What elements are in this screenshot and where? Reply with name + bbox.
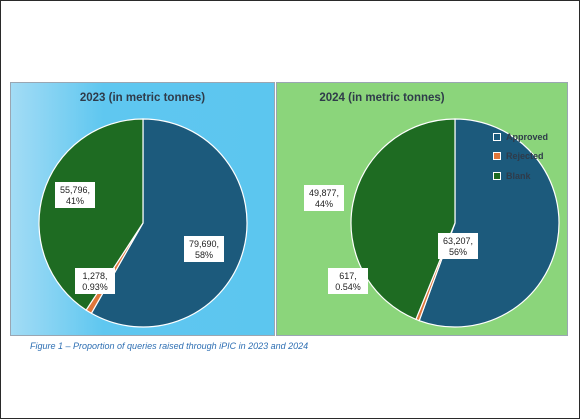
data-label-value-approved: 79,690,: [189, 239, 219, 249]
legend: Approved Rejected Blank: [493, 127, 548, 186]
chart-panel-2024: 2024 (in metric tonnes) 63,207, 56% 617, 0.…: [276, 82, 568, 336]
data-label-value-blank: 49,877,: [309, 188, 339, 198]
legend-label-blank: Blank: [506, 170, 531, 181]
chart-title-2023: 2023 (in metric tonnes): [79, 92, 206, 104]
legend-label-approved: Approved: [506, 131, 549, 142]
data-label-value-rejected: 1,278,: [82, 271, 107, 281]
legend-item-rejected: Rejected: [493, 147, 548, 167]
legend-item-blank: Blank: [493, 166, 548, 186]
data-label-approved: 79,690,58%: [184, 236, 224, 262]
pie-chart-2023: 79,690,58% 1,278,0.93% 55,796,41%: [38, 118, 248, 328]
legend-swatch-rejected: [493, 152, 501, 161]
pie-chart-2024: 63,207,56% 617,0.54% 49,877,44%: [304, 118, 560, 328]
pie-slice-approved: [90, 118, 248, 328]
data-label-box-rejected: [328, 268, 368, 294]
data-label-percent-blank: 41%: [66, 196, 84, 206]
data-label-approved: 63,207,56%: [438, 233, 478, 259]
data-label-box-blank: [304, 185, 344, 211]
data-label-value-approved: 63,207,: [443, 236, 473, 246]
legend-swatch-blank: [493, 171, 501, 180]
figure-caption: Figure 1 – Proportion of queries raised …: [30, 341, 309, 351]
data-label-box-approved: [438, 233, 478, 259]
data-label-percent-approved: 58%: [195, 250, 213, 260]
chart-title-2024: 2024 (in metric tonnes): [319, 92, 445, 104]
data-label-blank: 49,877,44%: [304, 185, 344, 211]
data-label-box-rejected: [75, 268, 115, 294]
data-label-box-blank: [55, 182, 95, 208]
data-label-value-blank: 55,796,: [60, 185, 90, 195]
data-label-percent-rejected: 0.93%: [82, 282, 108, 292]
data-label-percent-approved: 56%: [449, 247, 467, 257]
legend-label-rejected: Rejected: [506, 151, 544, 162]
data-label-blank: 55,796,41%: [55, 182, 95, 208]
data-label-percent-rejected: 0.54%: [335, 282, 361, 292]
data-label-rejected: 1,278,0.93%: [75, 268, 115, 294]
data-label-rejected: 617,0.54%: [328, 268, 368, 294]
legend-swatch-approved: [493, 132, 501, 141]
chart-panel-2023: 2023 (in metric tonnes) 79,690, 58% 1,278,…: [10, 82, 275, 336]
data-label-box-approved: [184, 236, 224, 262]
pie-slice-approved: [418, 118, 560, 328]
legend-item-approved: Approved: [493, 127, 548, 147]
data-label-percent-blank: 44%: [315, 199, 333, 209]
pie-slice-blank: [350, 118, 456, 321]
pie-slice-blank: [38, 118, 144, 311]
data-label-value-rejected: 617,: [339, 271, 357, 281]
